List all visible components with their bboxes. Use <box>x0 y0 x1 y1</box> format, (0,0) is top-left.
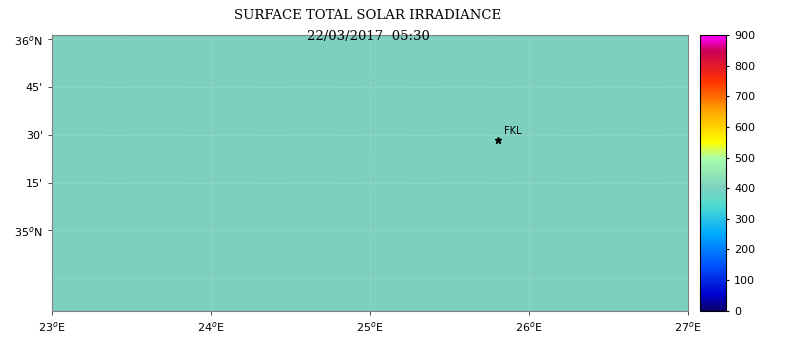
Text: FKL: FKL <box>504 126 522 136</box>
Text: SURFACE TOTAL SOLAR IRRADIANCE: SURFACE TOTAL SOLAR IRRADIANCE <box>234 9 502 22</box>
Text: 22/03/2017  05:30: 22/03/2017 05:30 <box>306 30 430 43</box>
